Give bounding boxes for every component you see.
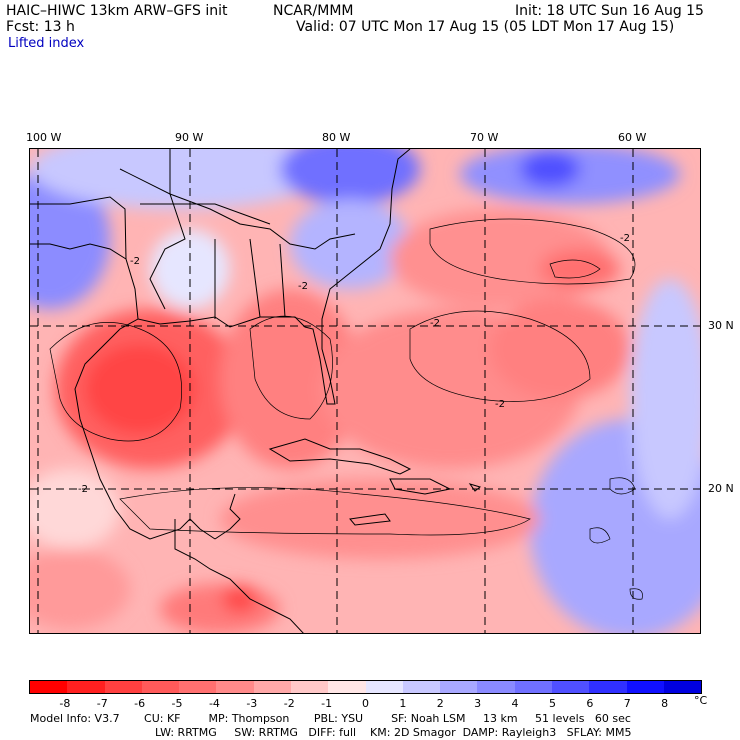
init-time: Init: 18 UTC Sun 16 Aug 15 — [515, 3, 704, 19]
colorbar-label: -2 — [283, 697, 295, 710]
colorbar-label: 7 — [623, 697, 631, 710]
org-label: NCAR/MMM — [273, 3, 354, 19]
colorbar-swatch — [514, 681, 552, 693]
colorbar-swatch — [589, 681, 627, 693]
colorbar-swatch — [477, 681, 515, 693]
colorbar-label: 1 — [399, 697, 407, 710]
lon-label-90w: 90 W — [175, 131, 204, 144]
svg-text:-2: -2 — [620, 233, 630, 244]
svg-text:-2: -2 — [130, 256, 140, 267]
colorbar-swatch — [290, 681, 329, 693]
svg-text:-2: -2 — [495, 399, 505, 410]
field-shading — [30, 149, 700, 633]
colorbar-unit: °C — [694, 694, 708, 707]
colorbar-label: 3 — [474, 697, 482, 710]
svg-text:-2: -2 — [78, 484, 88, 495]
colorbar-label: 2 — [436, 697, 444, 710]
field-name: Lifted index — [8, 36, 85, 51]
svg-text:-2: -2 — [298, 281, 308, 292]
colorbar-swatch — [402, 681, 441, 693]
colorbar-label: -4 — [208, 697, 220, 710]
colorbar — [29, 680, 702, 694]
colorbar-swatch — [67, 681, 105, 693]
colorbar-label: -1 — [321, 697, 333, 710]
lon-label-100w: 100 W — [26, 131, 62, 144]
colorbar-label: -8 — [59, 697, 71, 710]
colorbar-label: 5 — [548, 697, 556, 710]
colorbar-swatch — [30, 681, 68, 693]
contour-labels: -2 -2 -2 -2 -2 -2 — [78, 233, 630, 495]
lat-lon-grid — [30, 149, 700, 633]
colorbar-swatch — [253, 681, 291, 693]
colorbar-swatch — [365, 681, 403, 693]
colorbar-label: 8 — [661, 697, 669, 710]
model-info-line2: LW: RRTMG SW: RRTMG DIFF: full KM: 2D Sm… — [155, 726, 632, 739]
model-info-line1: Model Info: V3.7 CU: KF MP: Thompson PBL… — [30, 712, 631, 725]
colorbar-swatch — [626, 681, 664, 693]
lon-label-60w: 60 W — [618, 131, 647, 144]
colorbar-swatch — [141, 681, 180, 693]
contours — [49, 218, 643, 600]
svg-text:-2: -2 — [430, 318, 440, 329]
coastlines — [30, 149, 482, 633]
colorbar-swatch — [328, 681, 366, 693]
colorbar-swatch — [551, 681, 590, 693]
colorbar-label: 0 — [362, 697, 369, 710]
lon-label-70w: 70 W — [470, 131, 499, 144]
lon-label-80w: 80 W — [322, 131, 351, 144]
colorbar-label: -5 — [171, 697, 183, 710]
colorbar-label: 6 — [586, 697, 594, 710]
colorbar-swatch — [104, 681, 142, 693]
colorbar-label: 4 — [511, 697, 519, 710]
lat-label-20n: 20 N — [708, 482, 734, 495]
colorbar-swatch — [179, 681, 217, 693]
colorbar-swatch — [216, 681, 254, 693]
forecast-hour: Fcst: 13 h — [6, 19, 75, 35]
map-canvas: -2 -2 -2 -2 -2 -2 — [30, 149, 700, 633]
lifted-index-map: -2 -2 -2 -2 -2 -2 — [29, 148, 701, 634]
valid-time: Valid: 07 UTC Mon 17 Aug 15 (05 LDT Mon … — [296, 19, 675, 35]
colorbar-label: -7 — [96, 697, 108, 710]
colorbar-label: -3 — [246, 697, 258, 710]
lat-label-30n: 30 N — [708, 319, 734, 332]
colorbar-swatch — [440, 681, 478, 693]
colorbar-swatch — [663, 681, 702, 693]
model-title: HAIC–HIWC 13km ARW–GFS init — [6, 3, 228, 19]
colorbar-label: -6 — [134, 697, 146, 710]
